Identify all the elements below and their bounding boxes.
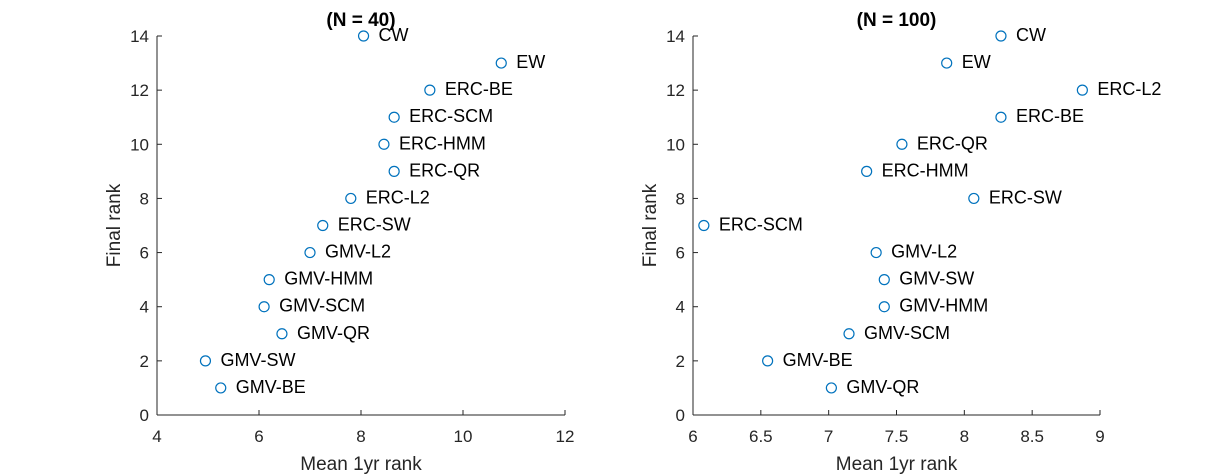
point-label: GMV-SW <box>899 269 974 289</box>
data-point <box>825 382 837 394</box>
y-tick-label: 12 <box>666 81 685 100</box>
x-tick-label: 6 <box>254 427 263 446</box>
y-tick-label: 14 <box>666 27 685 46</box>
x-tick-label: 6 <box>688 427 697 446</box>
point-label: EW <box>962 52 991 72</box>
data-point <box>345 192 357 205</box>
x-tick-label: 8 <box>960 427 969 446</box>
y-tick-label: 4 <box>140 298 149 317</box>
data-point <box>263 274 275 286</box>
data-point <box>762 355 774 367</box>
chart-n100: 6 6.5 7 7.5 8 8.5 9 0 2 4 6 8 10 12 14 Mean 1yr rank Fin… <box>640 10 1161 475</box>
data-point <box>424 84 436 96</box>
y-tick-label: 8 <box>676 189 685 208</box>
x-tick-label: 8.5 <box>1020 427 1044 446</box>
point-label: GMV-SW <box>220 350 295 370</box>
point-label: ERC-L2 <box>1097 79 1161 99</box>
data-point <box>878 301 890 313</box>
data-point <box>304 246 316 259</box>
data-point <box>317 219 329 232</box>
y-tick-label: 6 <box>676 244 685 263</box>
data-point <box>941 57 953 69</box>
x-tick-label: 7.5 <box>885 427 909 446</box>
point-label: ERC-HMM <box>399 133 486 153</box>
point-label: ERC-L2 <box>366 187 430 207</box>
y-axis-label: Final rank <box>104 183 125 267</box>
y-axis-label: Final rank <box>640 183 661 267</box>
point-label: ERC-SW <box>989 187 1062 207</box>
chart-title: (N = 100) <box>857 10 937 31</box>
point-label: ERC-SW <box>338 215 411 235</box>
point-label: GMV-L2 <box>325 242 391 262</box>
point-label: GMV-L2 <box>891 242 957 262</box>
y-tick-label: 2 <box>140 352 149 371</box>
point-label: ERC-QR <box>917 133 988 153</box>
point-label: GMV-SCM <box>864 323 950 343</box>
x-tick-label: 12 <box>556 427 575 446</box>
y-tick-label: 4 <box>676 298 685 317</box>
point-label: CW <box>1016 25 1046 45</box>
x-tick-label: 8 <box>356 427 365 446</box>
data-point <box>870 246 882 259</box>
point-label: GMV-QR <box>297 323 370 343</box>
point-label: GMV-BE <box>236 377 306 397</box>
x-tick-label: 6.5 <box>749 427 773 446</box>
chart-n40: 4 6 8 10 12 0 2 4 6 8 10 12 14 Mean 1yr rank Final ran… <box>104 10 574 475</box>
point-label: EW <box>516 52 545 72</box>
data-point <box>896 138 908 150</box>
data-point <box>878 274 890 286</box>
x-tick-label: 7 <box>824 427 833 446</box>
point-label: CW <box>379 25 409 45</box>
x-tick-label: 10 <box>454 427 473 446</box>
data-point <box>968 192 980 205</box>
data-point <box>199 355 212 367</box>
point-label: GMV-HMM <box>284 269 373 289</box>
data-point <box>258 301 270 313</box>
y-tick-label: 12 <box>130 81 149 100</box>
point-label: ERC-SCM <box>409 106 493 126</box>
data-point <box>698 219 710 232</box>
data-point <box>843 328 855 340</box>
data-point <box>378 138 390 150</box>
data-point <box>861 165 873 177</box>
point-label: ERC-BE <box>445 79 513 99</box>
point-label: GMV-SCM <box>279 296 365 316</box>
y-tick-label: 10 <box>130 135 149 154</box>
point-label: ERC-HMM <box>882 160 969 180</box>
data-point <box>215 382 227 394</box>
y-tick-label: 10 <box>666 135 685 154</box>
point-label: ERC-QR <box>409 160 480 180</box>
x-axis-label: Mean 1yr rank <box>300 454 422 475</box>
point-label: ERC-BE <box>1016 106 1084 126</box>
y-tick-label: 8 <box>140 189 149 208</box>
data-point <box>995 111 1007 123</box>
point-label: GMV-QR <box>846 377 919 397</box>
y-tick-label: 6 <box>140 244 149 263</box>
data-point <box>1076 84 1088 96</box>
data-point <box>995 30 1007 42</box>
data-point <box>357 30 370 42</box>
y-tick-label: 0 <box>676 406 685 425</box>
data-point <box>388 165 400 177</box>
data-point <box>276 328 288 340</box>
point-label: GMV-HMM <box>899 296 988 316</box>
x-tick-label: 4 <box>152 427 161 446</box>
point-label: GMV-BE <box>783 350 853 370</box>
y-tick-label: 2 <box>676 352 685 371</box>
data-point <box>388 111 400 123</box>
x-tick-label: 9 <box>1095 427 1104 446</box>
y-tick-label: 0 <box>140 406 149 425</box>
chart-title: (N = 40) <box>326 10 395 31</box>
data-point <box>495 57 507 69</box>
point-label: ERC-SCM <box>719 215 803 235</box>
y-tick-label: 14 <box>130 27 149 46</box>
x-axis-label: Mean 1yr rank <box>836 454 958 475</box>
